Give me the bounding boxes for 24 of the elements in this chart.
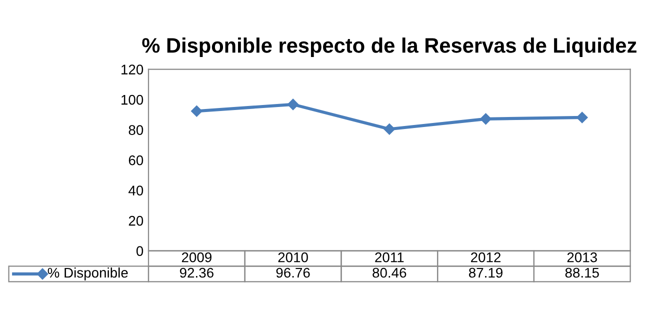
x-tick-label: 2011: [375, 252, 404, 262]
point: [576, 112, 588, 124]
point: [480, 113, 492, 125]
x-tick-label: 2010: [278, 252, 308, 262]
y-tick-label: 0: [136, 246, 144, 256]
legend-label: % Disponible: [48, 267, 128, 280]
point: [287, 98, 299, 110]
point: [191, 106, 202, 117]
y-tick-label: 20: [128, 216, 144, 226]
y-tick-label: 120: [122, 64, 144, 74]
data-label: 96.76: [276, 268, 310, 278]
data-label: 87.19: [468, 268, 502, 278]
y-tick-label: 40: [128, 186, 144, 196]
point: [384, 124, 396, 135]
x-tick-label: 2009: [182, 252, 212, 262]
x-tick-label: 2013: [567, 252, 597, 262]
x-tick-label: 2012: [471, 252, 501, 262]
chart-title: % Disponible respecto de la Reservas de Liquidez: [142, 38, 636, 57]
y-tick-label: 60: [128, 155, 144, 166]
data-label: 88.15: [565, 268, 599, 278]
data-label: 92.36: [180, 268, 214, 278]
y-tick-label: 80: [128, 125, 144, 135]
data-label: 80.46: [372, 268, 406, 278]
y-tick-label: 100: [122, 94, 144, 105]
